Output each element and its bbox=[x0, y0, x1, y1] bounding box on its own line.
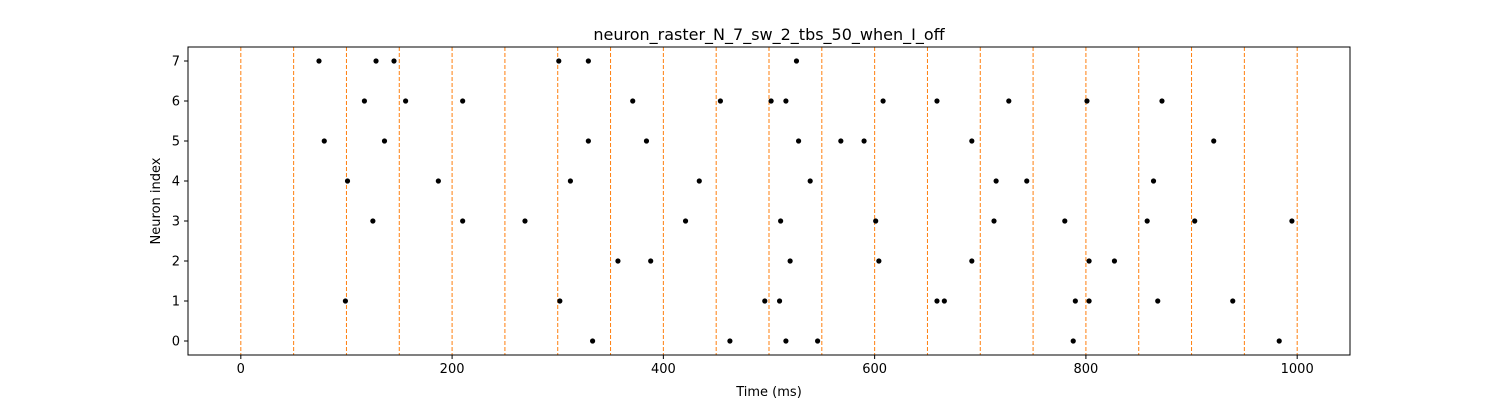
spike-point bbox=[1150, 178, 1157, 184]
spike-point bbox=[861, 138, 867, 144]
spike-point bbox=[934, 298, 940, 304]
y-tick-label: 7 bbox=[172, 55, 180, 70]
spike-point bbox=[1006, 98, 1012, 104]
spike-points bbox=[316, 58, 1295, 344]
spike-point bbox=[460, 218, 466, 224]
spike-point bbox=[776, 298, 783, 304]
y-tick-label: 2 bbox=[172, 255, 180, 270]
spike-point bbox=[682, 218, 689, 224]
vertical-reference-lines bbox=[240, 47, 1298, 355]
spike-point bbox=[783, 338, 789, 344]
spike-point bbox=[1211, 138, 1217, 144]
spike-point bbox=[727, 338, 733, 344]
spike-point bbox=[373, 58, 379, 64]
spike-point bbox=[1230, 298, 1236, 304]
spike-point bbox=[873, 218, 879, 224]
spike-point bbox=[381, 138, 388, 144]
x-tick-label: 0 bbox=[237, 362, 245, 377]
spike-point bbox=[1144, 218, 1150, 224]
spike-point bbox=[460, 98, 466, 104]
spike-point bbox=[934, 98, 940, 104]
spike-point bbox=[556, 58, 562, 64]
spike-point bbox=[1159, 98, 1165, 104]
spike-point bbox=[1086, 258, 1092, 264]
spike-point bbox=[1072, 298, 1078, 304]
spike-point bbox=[717, 98, 724, 104]
spike-point bbox=[557, 298, 563, 304]
spike-point bbox=[762, 298, 768, 304]
spike-point bbox=[807, 178, 813, 184]
spike-point bbox=[787, 258, 793, 264]
spike-point bbox=[585, 138, 591, 144]
spike-point bbox=[768, 98, 774, 104]
y-axis-label: Neuron index bbox=[149, 157, 164, 244]
spike-point bbox=[391, 58, 397, 64]
spike-point bbox=[567, 178, 574, 184]
x-tick-label: 800 bbox=[1073, 362, 1098, 377]
spike-point bbox=[991, 218, 997, 224]
spike-point bbox=[969, 258, 975, 264]
spike-point bbox=[1289, 218, 1295, 224]
chart-title: neuron_raster_N_7_sw_2_tbs_50_when_I_off bbox=[593, 25, 945, 45]
spike-point bbox=[793, 58, 800, 64]
spike-point bbox=[342, 298, 348, 304]
y-tick-label: 0 bbox=[172, 335, 180, 350]
spike-point bbox=[838, 138, 844, 144]
spike-point bbox=[993, 178, 999, 184]
spike-point bbox=[941, 298, 947, 304]
spike-point bbox=[814, 338, 821, 344]
spike-point bbox=[615, 258, 621, 264]
spike-point bbox=[522, 218, 528, 224]
spike-point bbox=[370, 218, 376, 224]
spike-point bbox=[361, 98, 368, 104]
x-tick-label: 400 bbox=[651, 362, 676, 377]
x-tick-label: 200 bbox=[440, 362, 465, 377]
spike-point bbox=[589, 338, 596, 344]
y-axis-ticks: 0 1 2 3 4 5 6 7 bbox=[172, 55, 188, 350]
spike-point bbox=[1070, 338, 1076, 344]
spike-point bbox=[630, 98, 636, 104]
plot-frame bbox=[187, 46, 1351, 356]
x-tick-label: 1000 bbox=[1281, 362, 1314, 377]
y-tick-label: 3 bbox=[172, 215, 180, 230]
x-tick-label: 600 bbox=[862, 362, 887, 377]
spike-point bbox=[696, 178, 702, 184]
spike-point bbox=[1062, 218, 1068, 224]
spike-point bbox=[316, 58, 322, 64]
spike-point bbox=[344, 178, 351, 184]
spike-point bbox=[321, 138, 327, 144]
x-axis-label: Time (ms) bbox=[735, 385, 802, 400]
spike-point bbox=[585, 58, 591, 64]
spike-point bbox=[1155, 298, 1161, 304]
x-axis-ticks: 0 200 400 600 800 1000 bbox=[237, 355, 1314, 377]
spike-point bbox=[795, 138, 802, 144]
spike-point bbox=[778, 218, 784, 224]
spike-point bbox=[1084, 98, 1090, 104]
y-tick-label: 6 bbox=[172, 95, 180, 110]
spike-point bbox=[1086, 298, 1092, 304]
spike-point bbox=[1276, 338, 1282, 344]
spike-point bbox=[783, 98, 789, 104]
spike-point bbox=[969, 138, 975, 144]
spike-point bbox=[1192, 218, 1198, 224]
spike-point bbox=[1024, 178, 1030, 184]
spike-point bbox=[403, 98, 409, 104]
y-tick-label: 4 bbox=[172, 175, 180, 190]
spike-point bbox=[880, 98, 886, 104]
spike-point bbox=[643, 138, 650, 144]
spike-point bbox=[876, 258, 882, 264]
spike-point bbox=[1111, 258, 1118, 264]
spike-point bbox=[435, 178, 441, 184]
spike-point bbox=[648, 258, 654, 264]
y-tick-label: 1 bbox=[172, 295, 180, 310]
y-tick-label: 5 bbox=[172, 135, 180, 150]
